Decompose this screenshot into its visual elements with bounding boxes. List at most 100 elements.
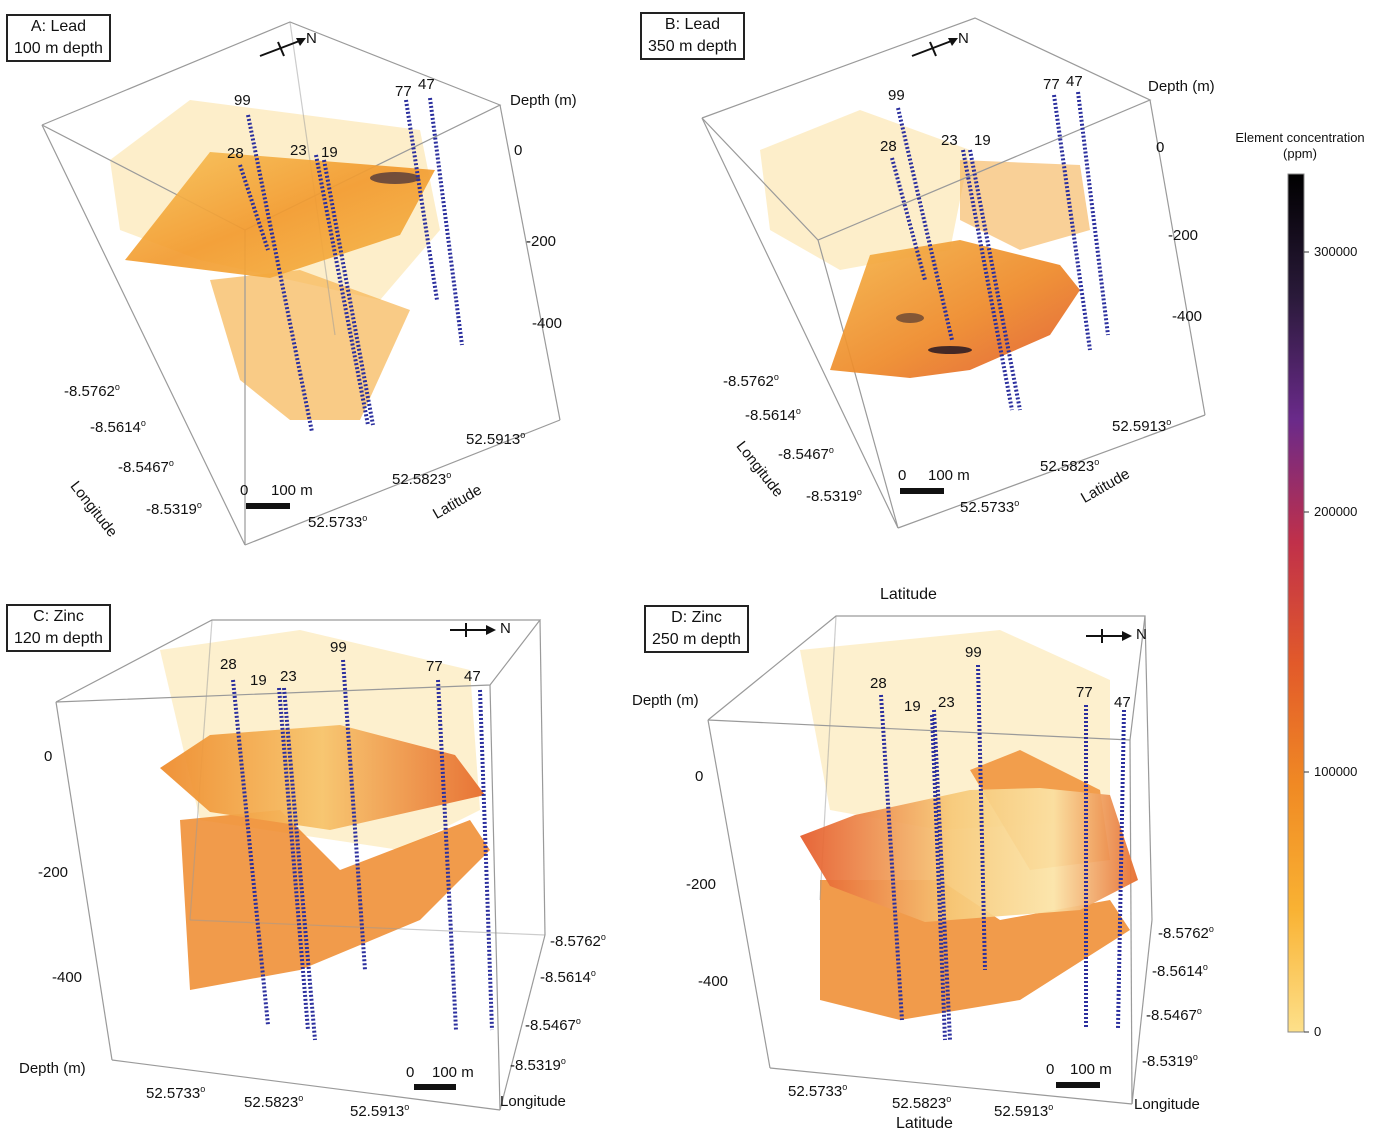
- panel-c-title-box: C: Zinc 120 m depth: [6, 604, 111, 652]
- well-label-99: 99: [888, 87, 905, 104]
- depth-slice-plane: [800, 788, 1138, 922]
- scale-bar-zero: 0: [240, 482, 249, 499]
- panel-b-title-box: B: Lead 350 m depth: [640, 12, 745, 60]
- colorbar-title: Element concentration: [1235, 130, 1365, 145]
- panel-d-title: D: Zinc: [671, 609, 722, 626]
- longitude-tick-2: -8.5614: [540, 968, 596, 986]
- well-23: [314, 154, 370, 426]
- longitude-tick-1: -8.5762: [550, 932, 606, 950]
- well-label-47: 47: [1066, 73, 1083, 90]
- latitude-tick-1: 52.5733: [788, 1082, 847, 1100]
- north-arrow: N: [910, 30, 969, 64]
- depth-slice-plane: [830, 240, 1080, 378]
- scale-bar-label: 100 m: [271, 482, 313, 499]
- well-label-23: 23: [941, 132, 958, 149]
- panel-b-volume: [701, 17, 1206, 529]
- longitude-tick-3: -8.5467: [778, 445, 834, 463]
- well-label-47: 47: [418, 76, 435, 93]
- panel-d: D: Zinc 250 m depth Latitude N 28 19 23 …: [632, 580, 1260, 1134]
- scale-bar: [1056, 1082, 1100, 1088]
- longitude-tick-3: -8.5467: [525, 1016, 581, 1034]
- depth-tick-200: -200: [686, 876, 717, 893]
- well-label-47: 47: [1114, 694, 1131, 711]
- well-label-19: 19: [974, 132, 991, 149]
- well-47: [1076, 91, 1110, 336]
- well-label-23: 23: [280, 668, 297, 685]
- longitude-tick-2: -8.5614: [90, 418, 146, 436]
- well-label-19: 19: [904, 698, 921, 715]
- longitude-tick-1: -8.5762: [64, 382, 120, 400]
- panel-b-title: B: Lead: [664, 16, 721, 33]
- upper-body: [960, 160, 1090, 250]
- well-label-28: 28: [227, 145, 244, 162]
- well-label-28: 28: [220, 656, 237, 673]
- north-label: N: [958, 30, 969, 47]
- north-label: N: [306, 30, 317, 47]
- latitude-tick-1: 52.5733: [146, 1084, 205, 1102]
- panel-a-volume: [41, 21, 561, 546]
- panel-d-subtitle: 250 m depth: [652, 631, 741, 648]
- latitude-tick-3: 52.5913: [350, 1102, 409, 1120]
- colorbar: Element concentration (ppm) 300000 200000…: [1235, 130, 1375, 1050]
- lower-body: [180, 810, 490, 990]
- bounding-box: [55, 619, 546, 1111]
- high-concentration-spot: [896, 313, 924, 323]
- well-47: [1116, 709, 1126, 1029]
- depth-axis-label: Depth (m): [19, 1060, 86, 1077]
- well-label-47: 47: [464, 668, 481, 685]
- well-label-77: 77: [1076, 684, 1093, 701]
- panel-a-title: A: Lead: [30, 18, 87, 35]
- well-19: [968, 149, 1022, 411]
- depth-axis-label: Depth (m): [510, 92, 577, 109]
- longitude-tick-4: -8.5319: [146, 500, 202, 518]
- scale-bar: [900, 488, 944, 494]
- well-19: [277, 687, 310, 1031]
- depth-tick-0: 0: [514, 142, 523, 159]
- drill-wells: [879, 664, 1126, 1041]
- colorbar-tick-label: 200000: [1314, 504, 1357, 519]
- panel-c-title: C: Zinc: [33, 608, 84, 625]
- north-arrow: N: [1086, 626, 1147, 650]
- longitude-tick-4: -8.5319: [806, 487, 862, 505]
- north-arrow: N: [450, 620, 511, 644]
- depth-slice-plane: [160, 725, 485, 830]
- bounding-box: [707, 615, 1153, 1105]
- latitude-axis-label: Latitude: [896, 1115, 953, 1132]
- longitude-tick-4: -8.5319: [510, 1056, 566, 1074]
- well-label-19: 19: [321, 144, 338, 161]
- colorbar-tick-label: 0: [1314, 1024, 1321, 1039]
- latitude-tick-1: 52.5733: [960, 498, 1019, 516]
- panel-d-title-box: D: Zinc 250 m depth: [644, 605, 749, 653]
- longitude-tick-3: -8.5467: [1146, 1006, 1202, 1024]
- depth-slice-plane: [125, 152, 435, 278]
- well-28: [231, 679, 270, 1026]
- depth-tick-400: -400: [52, 969, 83, 986]
- scale-bar-zero: 0: [406, 1064, 415, 1081]
- well-label-77: 77: [395, 83, 412, 100]
- lower-body: [210, 270, 410, 420]
- depth-tick-400: -400: [532, 315, 563, 332]
- latitude-tick-3: 52.5913: [466, 430, 525, 448]
- depth-tick-200: -200: [1168, 227, 1199, 244]
- latitude-tick-2: 52.5823: [244, 1093, 303, 1111]
- depth-tick-400: -400: [698, 973, 729, 990]
- well-77: [436, 679, 458, 1031]
- well-label-23: 23: [938, 694, 955, 711]
- well-label-77: 77: [1043, 76, 1060, 93]
- well-47: [478, 689, 494, 1031]
- scale-bar-label: 100 m: [1070, 1061, 1112, 1078]
- drill-wells: [238, 97, 464, 433]
- well-23: [282, 687, 317, 1041]
- high-concentration-spot: [370, 172, 420, 184]
- well-23: [961, 149, 1014, 411]
- well-47: [428, 97, 464, 346]
- depth-tick-200: -200: [38, 864, 69, 881]
- well-23: [932, 709, 952, 1041]
- panel-b-subtitle: 350 m depth: [648, 38, 737, 55]
- latitude-tick-3: 52.5913: [994, 1102, 1053, 1120]
- latitude-tick-3: 52.5913: [1112, 417, 1171, 435]
- panel-c-subtitle: 120 m depth: [14, 630, 103, 647]
- drill-wells: [890, 91, 1110, 411]
- panel-a-title-box: A: Lead 100 m depth: [6, 14, 111, 62]
- well-99: [976, 664, 987, 971]
